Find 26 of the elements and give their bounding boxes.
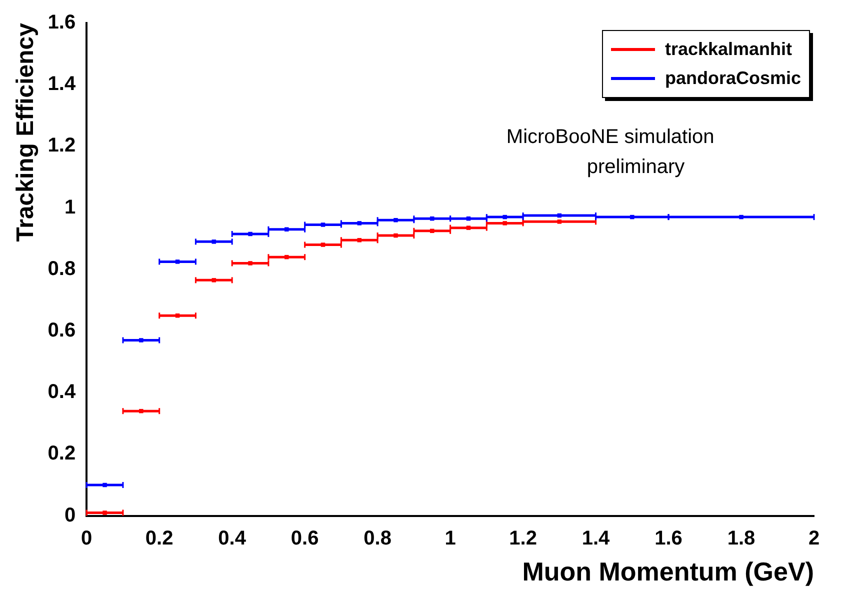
annotation: MicroBooNE simulation [506,126,714,148]
legend-label: trackkalmanhit [664,39,792,60]
x-tick-label: 1.2 [509,527,537,550]
x-tick-label: 0 [81,527,92,550]
y-tick-label: 1 [64,196,76,218]
x-axis-title: Muon Momentum (GeV) [522,556,814,587]
y-tick-label: 0.4 [48,381,76,404]
x-tick-label: 1.8 [727,527,756,550]
y-tick-label: 1.4 [48,73,76,96]
annotation: preliminary [586,156,685,178]
x-tick-label: 0.2 [145,527,174,550]
y-tick-label: 0.8 [48,258,76,280]
x-tick-label: 0.8 [364,527,392,550]
x-tick-label: 1 [444,527,456,550]
legend-label: pandoraCosmic [664,68,801,89]
y-tick-label: 0.6 [48,320,76,342]
y-axis-title: Tracking Efficiency [12,22,40,242]
y-tick-label: 0 [64,504,76,526]
y-tick-label: 0.2 [48,442,76,465]
y-tick-label: 1.2 [48,134,76,157]
x-tick-label: 2 [808,527,820,550]
x-tick-label: 0.6 [290,527,319,550]
x-tick-label: 0.4 [218,527,247,550]
x-tick-label: 1.4 [582,527,611,550]
y-tick-label: 1.6 [48,12,76,34]
x-tick-label: 1.6 [654,527,682,550]
